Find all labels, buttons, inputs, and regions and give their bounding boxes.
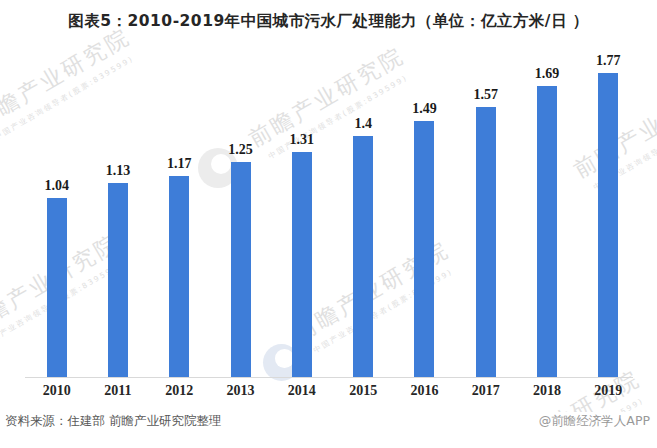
x-axis-line: [25, 377, 633, 378]
bar: [169, 176, 189, 377]
bar-column: 1.69: [516, 40, 577, 377]
bar-column: 1.4: [332, 40, 393, 377]
x-axis-tick-label: 2019: [578, 383, 639, 399]
x-axis-tick-label: 2013: [210, 383, 271, 399]
x-axis-tick-label: 2011: [87, 383, 148, 399]
bar-value-label: 1.69: [535, 66, 560, 82]
x-axis-tick-label: 2017: [455, 383, 516, 399]
bar-value-label: 1.13: [106, 163, 131, 179]
x-axis-tick-label: 2015: [332, 383, 393, 399]
bar-value-label: 1.04: [44, 178, 69, 194]
bar-value-label: 1.17: [167, 156, 192, 172]
bar-value-label: 1.31: [290, 132, 315, 148]
bar: [47, 198, 67, 377]
bar-column: 1.04: [26, 40, 87, 377]
bar-value-label: 1.25: [228, 142, 253, 158]
x-axis-tick-label: 2012: [149, 383, 210, 399]
bar: [292, 152, 312, 377]
bar-column: 1.77: [578, 40, 639, 377]
chart-title: 图表5：2010-2019年中国城市污水厂处理能力（单位：亿立方米/日 ）: [0, 11, 657, 32]
bar-value-label: 1.57: [473, 87, 498, 103]
bar-column: 1.49: [394, 40, 455, 377]
bar: [108, 183, 128, 377]
x-axis-labels: 2010201120122013201420152016201720182019: [26, 383, 639, 399]
x-axis-tick-label: 2010: [26, 383, 87, 399]
bar: [414, 121, 434, 377]
bar: [537, 86, 557, 377]
bar: [598, 73, 618, 377]
bar-value-label: 1.4: [354, 116, 372, 132]
bar-value-label: 1.49: [412, 101, 437, 117]
x-axis-tick-label: 2014: [271, 383, 332, 399]
chart-page: 前瞻产业研究院中国产业咨询领导者(股票:839599)前瞻产业研究院中国产业咨询…: [0, 0, 657, 448]
credit-note: @前瞻经济学人APP: [539, 413, 650, 430]
bar-chart: 1.04 1.13 1.17 1.25 1.31 1.4 1.49 1.57 1.69 1.77: [26, 40, 639, 377]
x-axis-tick-label: 2016: [394, 383, 455, 399]
bar: [231, 162, 251, 377]
bar-column: 1.31: [271, 40, 332, 377]
bar-column: 1.25: [210, 40, 271, 377]
bar-column: 1.57: [455, 40, 516, 377]
bar-column: 1.17: [149, 40, 210, 377]
bar-value-label: 1.77: [596, 53, 621, 69]
bar: [476, 107, 496, 377]
x-axis-tick-label: 2018: [516, 383, 577, 399]
bar-column: 1.13: [87, 40, 148, 377]
bar: [353, 136, 373, 377]
source-note: 资料来源：住建部 前瞻产业研究院整理: [5, 413, 221, 430]
